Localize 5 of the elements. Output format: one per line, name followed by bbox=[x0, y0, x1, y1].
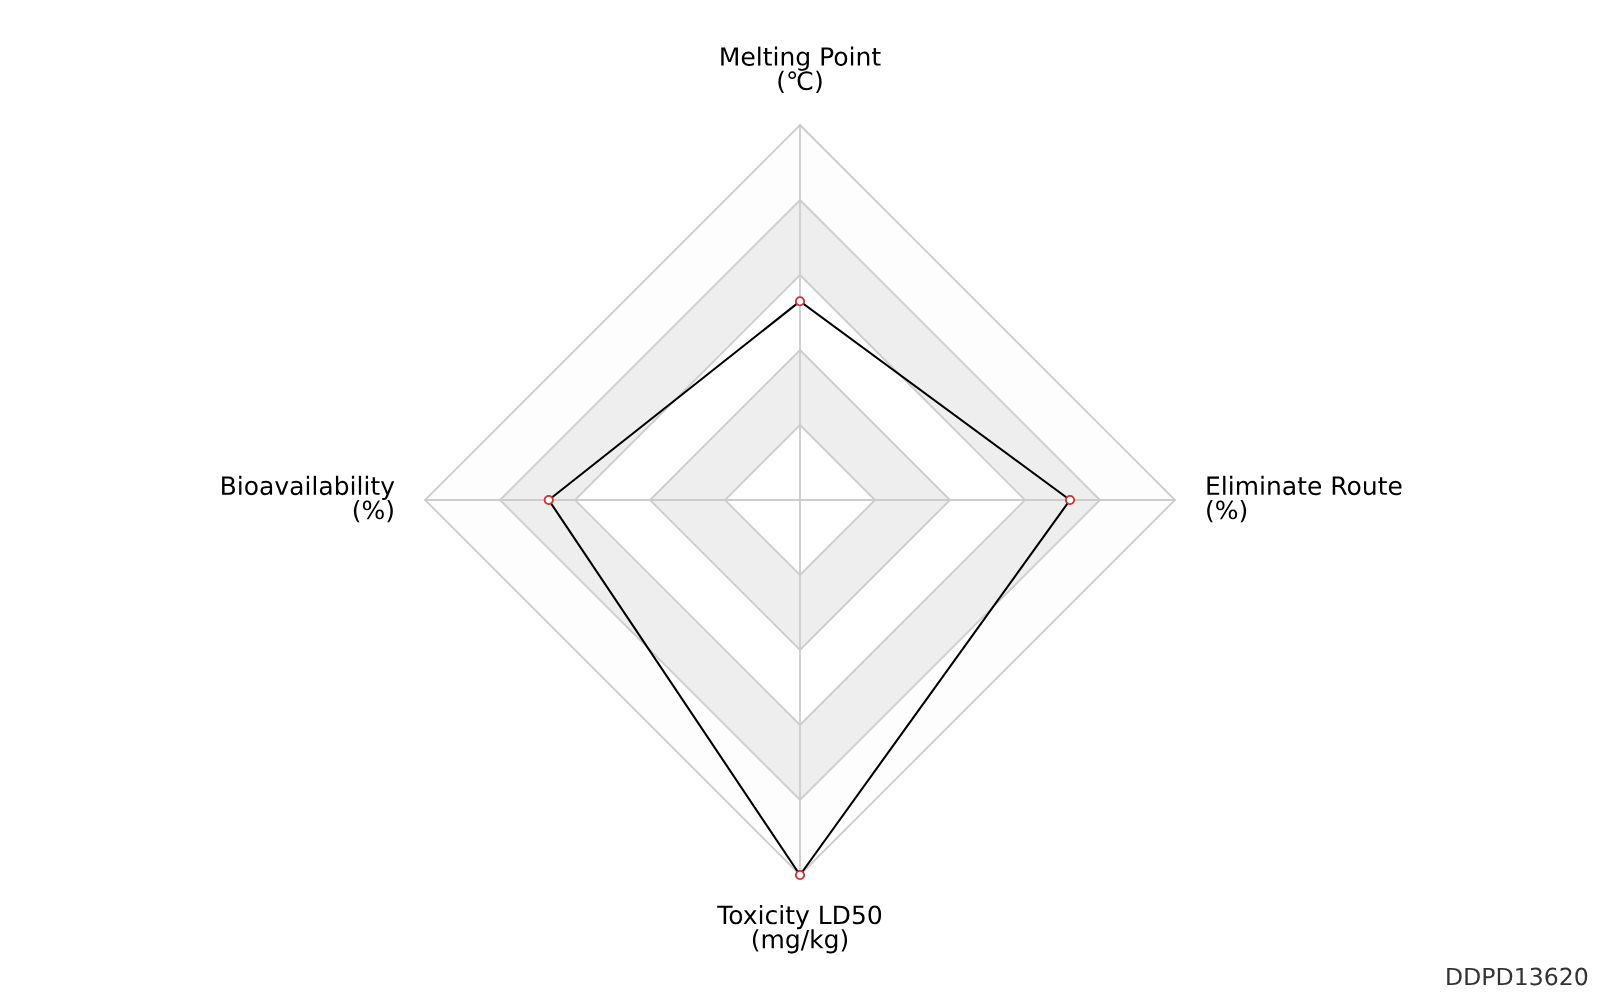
text: DDPD13620 bbox=[1447, 967, 1588, 986]
spoke-label: Eliminate Route (%) bbox=[1207, 475, 1402, 523]
spoke-label: Toxicity LD50 (mg/kg) bbox=[717, 905, 882, 954]
spoke-label: Melting Point (℃) bbox=[721, 46, 881, 94]
spoke-label: Bioavailability (%) bbox=[222, 475, 395, 523]
